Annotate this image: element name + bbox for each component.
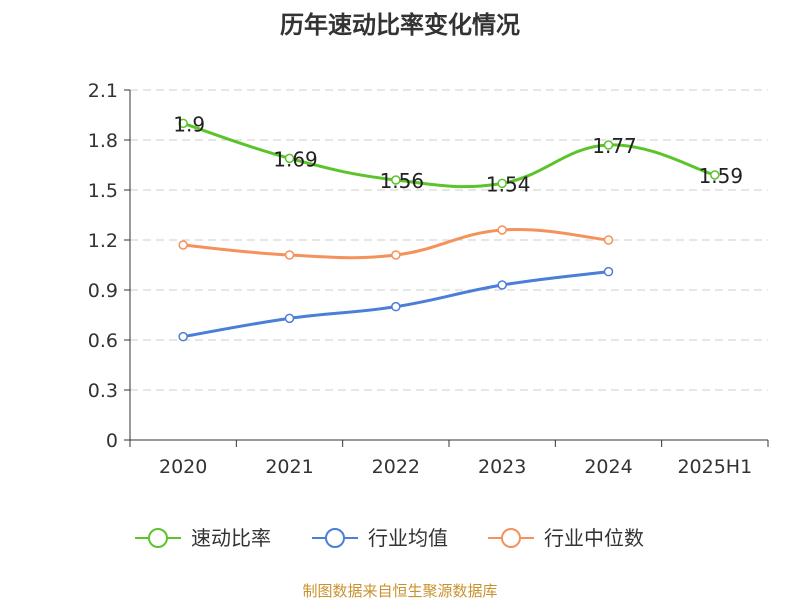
- series: [178, 118, 720, 342]
- series-point-2: [603, 235, 614, 245]
- y-tick-label: 0.6: [88, 330, 118, 352]
- series-point-0: [497, 178, 507, 189]
- legend-label: 行业中位数: [544, 526, 644, 550]
- series-point-2: [391, 250, 401, 260]
- x-tick-label: 2023: [478, 456, 526, 478]
- series-point-0: [178, 118, 188, 129]
- y-tick-label: 1.2: [88, 230, 118, 252]
- source-note: 制图数据来自恒生聚源数据库: [302, 582, 497, 600]
- series-point-1: [603, 266, 614, 277]
- series-point-2: [178, 240, 188, 250]
- series-point-1: [497, 280, 507, 290]
- legend-marker: [148, 528, 168, 548]
- axes: 0 0.3 0.6 0.9 1.2 1.5 1.8 2.1 2020 2021 2022 2023 20…: [88, 80, 769, 478]
- series-point-0: [284, 153, 295, 164]
- x-tick-label: 2025H1: [677, 456, 752, 478]
- data-label: 1.69: [273, 147, 318, 171]
- series-point-1: [284, 313, 295, 324]
- series-line-0: [182, 121, 716, 189]
- y-tick-label: 0.9: [88, 280, 118, 302]
- series-point-1: [391, 301, 401, 312]
- y-tick-label: 1.5: [88, 180, 118, 202]
- series-point-0: [710, 170, 720, 180]
- chart-title: 历年速动比率变化情况: [280, 11, 520, 39]
- y-tick-label: 0: [106, 430, 118, 452]
- x-tick-label: 2020: [159, 456, 207, 478]
- grid: [130, 89, 768, 391]
- data-label: 1.77: [592, 134, 637, 158]
- data-label: 1.59: [699, 164, 744, 188]
- x-tick-label: 2022: [372, 456, 420, 478]
- series-point-1: [178, 331, 188, 342]
- series-point-2: [497, 225, 507, 235]
- y-tick-label: 0.3: [88, 380, 118, 402]
- data-label: 1.9: [173, 112, 205, 136]
- series-point-0: [391, 175, 401, 185]
- legend-marker: [501, 528, 521, 548]
- y-tick-label: 2.1: [88, 80, 118, 102]
- x-tick-label: 2024: [584, 456, 632, 478]
- series-point-2: [284, 250, 295, 260]
- data-label: 1.54: [486, 172, 531, 196]
- legend-marker: [325, 528, 345, 548]
- legend: 速动比率 行业均值 行业中位数: [135, 526, 644, 550]
- x-tick-label: 2021: [265, 456, 313, 478]
- y-tick-label: 1.8: [88, 130, 118, 152]
- legend-label: 速动比率: [191, 526, 271, 550]
- data-label: 1.56: [380, 169, 425, 193]
- legend-label: 行业均值: [368, 526, 448, 550]
- series-point-0: [603, 140, 614, 150]
- data-labels: 1.9 1.69 1.56 1.54 1.77 1.59: [173, 112, 743, 196]
